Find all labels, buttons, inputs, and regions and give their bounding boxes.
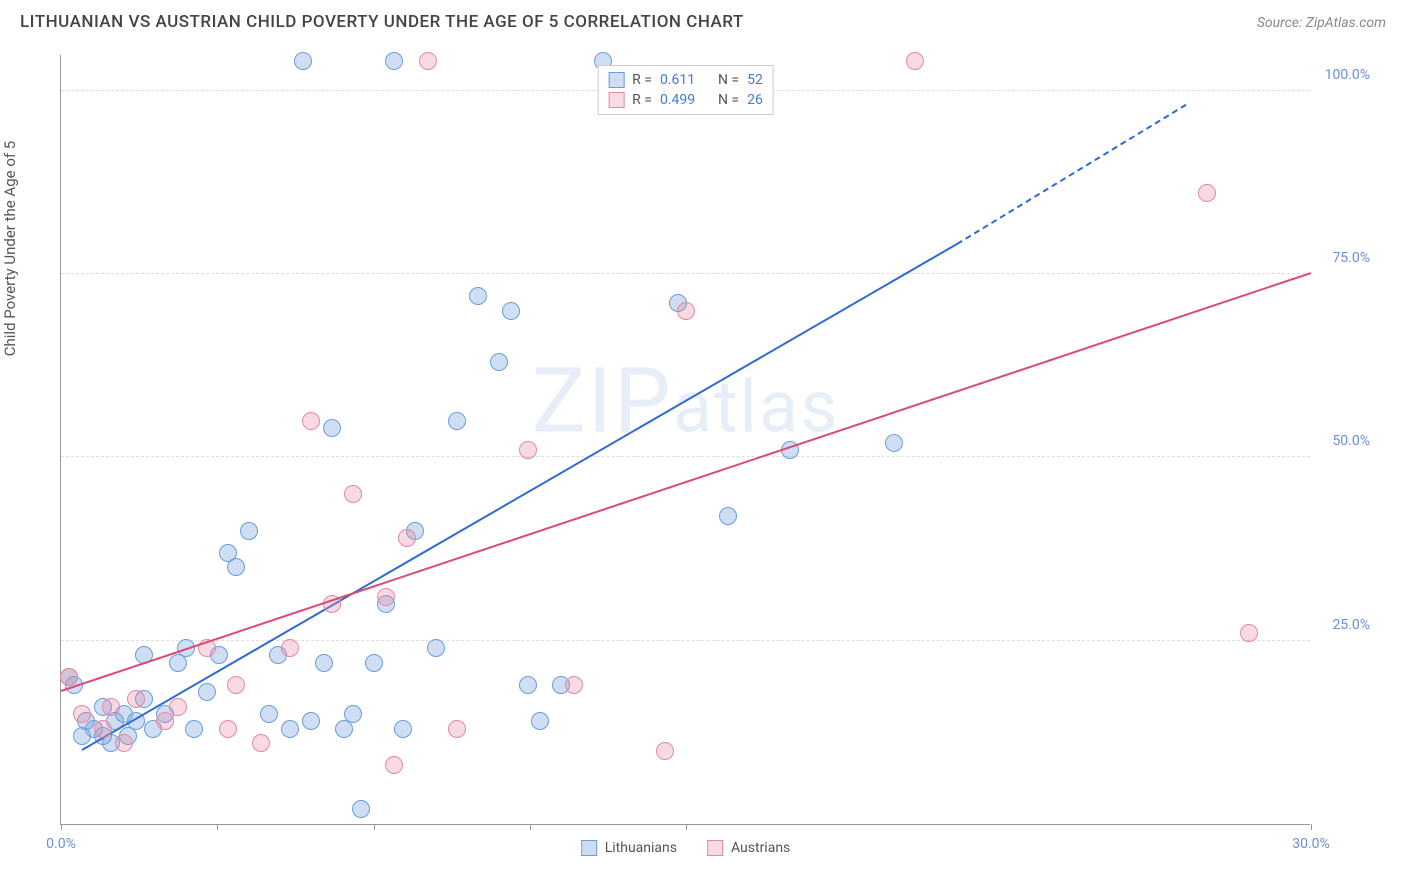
scatter-point [519, 676, 537, 694]
x-tick [217, 824, 218, 830]
scatter-point [1198, 184, 1216, 202]
source-attribution: Source: ZipAtlas.com [1257, 15, 1386, 31]
scatter-point [219, 720, 237, 738]
trend-line [81, 243, 957, 751]
scatter-point [565, 676, 583, 694]
legend-swatch [608, 72, 624, 88]
gridline [61, 640, 1310, 641]
scatter-point [315, 654, 333, 672]
x-tick [61, 824, 62, 830]
scatter-point [198, 683, 216, 701]
gridline [61, 273, 1310, 274]
gridline [61, 456, 1310, 457]
y-axis-label: Child Poverty Under the Age of 5 [1, 141, 19, 357]
legend-item: Austrians [707, 840, 790, 856]
scatter-point [385, 52, 403, 70]
scatter-point [377, 588, 395, 606]
r-label: R = [632, 72, 652, 88]
scatter-point [448, 412, 466, 430]
n-value: 26 [747, 92, 763, 108]
scatter-point [240, 522, 258, 540]
scatter-point [885, 434, 903, 452]
scatter-point [302, 712, 320, 730]
scatter-point [719, 507, 737, 525]
scatter-point [227, 558, 245, 576]
scatter-point [73, 705, 91, 723]
scatter-point [169, 698, 187, 716]
x-tick-label: 30.0% [1292, 836, 1330, 852]
correlation-legend: R = 0.611 N = 52 R = 0.499 N = 26 [597, 65, 774, 115]
scatter-point [419, 52, 437, 70]
scatter-point [398, 529, 416, 547]
x-tick [686, 824, 687, 830]
scatter-point [1240, 624, 1258, 642]
x-tick-label: 0.0% [46, 836, 76, 852]
legend-swatch [707, 840, 723, 856]
legend-label: Austrians [731, 840, 790, 856]
legend-row: R = 0.611 N = 52 [608, 70, 763, 90]
scatter-point [281, 639, 299, 657]
legend-label: Lithuanians [605, 840, 677, 856]
scatter-point [394, 720, 412, 738]
legend-swatch [608, 92, 624, 108]
scatter-point [385, 756, 403, 774]
r-value: 0.499 [660, 92, 710, 108]
scatter-point [260, 705, 278, 723]
plot-area: ZIPatlas R =0.611N =52R =0.499N =26 Lith… [60, 55, 1310, 825]
scatter-point [427, 639, 445, 657]
scatter-point [490, 353, 508, 371]
scatter-point [294, 52, 312, 70]
scatter-point [227, 676, 245, 694]
chart-title: LITHUANIAN VS AUSTRIAN CHILD POVERTY UND… [20, 12, 744, 32]
chart-container: Child Poverty Under the Age of 5 ZIPatla… [20, 45, 1386, 865]
scatter-point [502, 302, 520, 320]
x-tick [1311, 824, 1312, 830]
n-value: 52 [747, 72, 763, 88]
y-tick-label: 50.0% [1332, 433, 1370, 449]
scatter-point [94, 720, 112, 738]
trend-line [61, 272, 1312, 692]
r-value: 0.611 [660, 72, 710, 88]
y-tick-label: 25.0% [1332, 617, 1370, 633]
n-label: N = [718, 92, 739, 108]
scatter-point [448, 720, 466, 738]
r-label: R = [632, 92, 652, 108]
scatter-point [352, 800, 370, 818]
y-tick-label: 100.0% [1325, 67, 1370, 83]
scatter-point [519, 441, 537, 459]
scatter-point [677, 302, 695, 320]
scatter-point [906, 52, 924, 70]
scatter-point [60, 668, 78, 686]
y-tick-label: 75.0% [1332, 250, 1370, 266]
scatter-point [656, 742, 674, 760]
scatter-point [344, 705, 362, 723]
legend-row: R = 0.499 N = 26 [608, 90, 763, 110]
trend-line-extension [956, 103, 1186, 244]
scatter-point [365, 654, 383, 672]
scatter-point [531, 712, 549, 730]
scatter-point [102, 698, 120, 716]
scatter-point [127, 690, 145, 708]
scatter-point [323, 419, 341, 437]
scatter-point [185, 720, 203, 738]
n-label: N = [718, 72, 739, 88]
scatter-point [156, 712, 174, 730]
x-tick [374, 824, 375, 830]
scatter-point [252, 734, 270, 752]
scatter-point [115, 734, 133, 752]
legend-swatch [581, 840, 597, 856]
scatter-point [302, 412, 320, 430]
x-tick [530, 824, 531, 830]
scatter-point [344, 485, 362, 503]
scatter-point [469, 287, 487, 305]
series-legend: Lithuanians Austrians [581, 840, 791, 856]
legend-item: Lithuanians [581, 840, 677, 856]
scatter-point [281, 720, 299, 738]
